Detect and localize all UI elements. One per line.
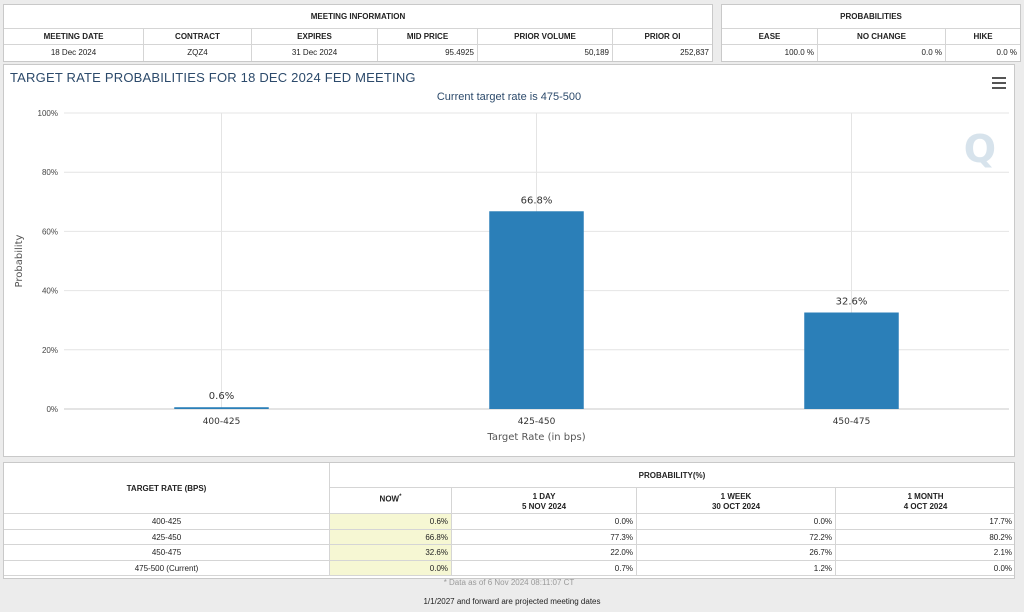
x-tick-label: 450-475: [833, 417, 871, 427]
one-day-date: 5 NOV 2024: [521, 502, 567, 511]
table-row: 425-450 66.8% 77.3% 72.2% 80.2%: [4, 529, 1015, 545]
one-week-cell: 1.2%: [636, 560, 835, 575]
probabilities-title: PROBABILITIES: [722, 5, 1020, 29]
now-asterisk: *: [399, 494, 402, 500]
q-logo-icon: Q: [963, 127, 996, 171]
y-tick-label: 60%: [42, 227, 58, 236]
data-label: 66.8%: [521, 195, 553, 206]
y-tick-label: 0%: [46, 405, 58, 414]
data-label: 32.6%: [836, 297, 868, 308]
chart-title: TARGET RATE PROBABILITIES FOR 18 DEC 202…: [10, 70, 416, 85]
data-label: 0.6%: [209, 391, 234, 402]
rate-cell: 400-425: [151, 517, 182, 526]
one-day-label: 1 DAY: [532, 492, 556, 501]
prior-oi-header: PRIOR OI: [644, 32, 681, 41]
bar: [489, 211, 584, 409]
one-day-cell: 22.0%: [451, 545, 636, 560]
contract-value: ZQZ4: [144, 45, 252, 61]
no-change-value: 0.0 %: [818, 45, 946, 61]
one-month-cell: 80.2%: [835, 529, 1015, 544]
meeting-date-header: MEETING DATE: [4, 29, 144, 44]
one-week-cell: 26.7%: [636, 545, 835, 560]
one-month-date: 4 OCT 2024: [903, 502, 948, 511]
now-column-header: NOW*: [329, 488, 451, 514]
prior-volume-header: PRIOR VOLUME: [478, 29, 613, 44]
now-cell: 66.8%: [329, 529, 451, 544]
probabilities-panel: PROBABILITIES EASE NO CHANGE HIKE 100.0 …: [721, 4, 1021, 62]
no-change-header: NO CHANGE: [818, 29, 946, 44]
meeting-information-value-row: 18 Dec 2024 ZQZ4 31 Dec 2024 95.4925 50,…: [4, 45, 712, 61]
data-timestamp-note: * Data as of 6 Nov 2024 08:11:07 CT: [443, 578, 575, 587]
info-header: MEETING INFORMATION MEETING DATE CONTRAC…: [3, 4, 1021, 62]
mid-price-header: MID PRICE: [378, 29, 478, 44]
one-day-cell: 0.0%: [451, 514, 636, 529]
y-tick-label: 100%: [38, 109, 58, 118]
one-month-cell: 2.1%: [835, 545, 1015, 560]
one-day-column-header: 1 DAY 5 NOV 2024: [451, 488, 636, 514]
one-week-cell: 0.0%: [636, 514, 835, 529]
now-cell: 0.0%: [329, 560, 451, 575]
probabilities-value-row: 100.0 % 0.0 % 0.0 %: [722, 45, 1020, 61]
one-month-cell: 17.7%: [835, 514, 1015, 529]
chart-panel: 0% 20% 40% 60% 80% 100% 0.6% 400-425 66.8% 425-45…: [3, 64, 1015, 457]
prior-oi-value: 252,837: [680, 48, 709, 57]
y-tick-label: 20%: [42, 346, 58, 355]
meeting-information-title: MEETING INFORMATION: [4, 5, 712, 29]
x-axis-title: Target Rate (in bps): [486, 432, 585, 443]
now-cell: 32.6%: [329, 545, 451, 560]
rate-cell: 450-475: [151, 548, 182, 557]
one-week-date: 30 OCT 2024: [711, 502, 761, 511]
probabilities-header-row: EASE NO CHANGE HIKE: [722, 29, 1020, 45]
hike-header: HIKE: [973, 32, 993, 41]
prior-volume-value: 50,189: [478, 45, 613, 61]
hamburger-menu-icon[interactable]: [992, 77, 1006, 89]
one-week-label: 1 WEEK: [720, 492, 752, 501]
expires-value: 31 Dec 2024: [252, 45, 378, 61]
probability-group-header: PROBABILITY(%): [329, 463, 1014, 488]
y-tick-label: 80%: [42, 168, 58, 177]
one-week-column-header: 1 WEEK 30 OCT 2024: [636, 488, 835, 514]
mid-price-value: 95.4925: [378, 45, 478, 61]
now-column-label: NOW: [379, 494, 400, 504]
contract-header: CONTRACT: [144, 29, 252, 44]
expires-header: EXPIRES: [252, 29, 378, 44]
y-tick-label: 40%: [42, 287, 58, 296]
bar: [804, 312, 899, 409]
y-axis-title: Probability: [14, 234, 25, 287]
one-day-cell: 77.3%: [451, 529, 636, 544]
one-month-column-header: 1 MONTH 4 OCT 2024: [835, 488, 1015, 514]
rate-cell: 425-450: [151, 532, 182, 542]
x-tick-label: 425-450: [518, 417, 556, 427]
target-rate-chart: 0% 20% 40% 60% 80% 100% 0.6% 400-425 66.8% 425-45…: [14, 109, 1009, 443]
chart-subtitle: Current target rate is 475-500: [436, 91, 582, 103]
meeting-information-panel: MEETING INFORMATION MEETING DATE CONTRAC…: [3, 4, 713, 62]
ease-header: EASE: [722, 29, 818, 44]
probability-table: TARGET RATE (BPS) PROBABILITY(%) NOW* 1 …: [3, 462, 1015, 579]
ease-value: 100.0 %: [722, 45, 818, 61]
table-row: 400-425 0.6% 0.0% 0.0% 17.7%: [4, 514, 1014, 530]
target-rate-column-header: TARGET RATE (BPS): [4, 463, 329, 514]
one-week-cell: 72.2%: [636, 529, 835, 544]
now-cell: 0.6%: [329, 514, 451, 529]
meeting-date-value: 18 Dec 2024: [4, 45, 144, 61]
one-day-cell: 0.7%: [451, 560, 636, 575]
table-row: 475-500 (Current) 0.0% 0.7% 1.2% 0.0%: [4, 560, 1015, 576]
projected-dates-footer: 1/1/2027 and forward are projected meeti…: [423, 597, 601, 606]
hike-value: 0.0 %: [996, 48, 1017, 57]
meeting-information-header-row: MEETING DATE CONTRACT EXPIRES MID PRICE …: [4, 29, 712, 45]
bar: [174, 407, 269, 409]
table-row: 450-475 32.6% 22.0% 26.7% 2.1%: [4, 545, 1014, 561]
rate-cell: 475-500 (Current): [134, 563, 199, 573]
one-month-cell: 0.0%: [835, 560, 1015, 575]
one-month-label: 1 MONTH: [907, 492, 944, 501]
x-tick-label: 400-425: [203, 417, 241, 427]
